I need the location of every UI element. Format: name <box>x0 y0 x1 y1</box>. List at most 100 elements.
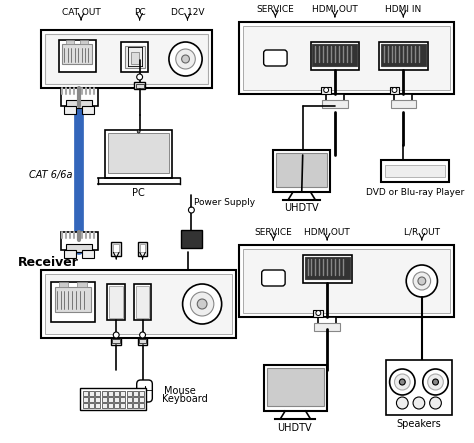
Circle shape <box>418 368 426 376</box>
Bar <box>394 94 412 106</box>
Bar <box>120 397 126 401</box>
Bar <box>83 403 88 408</box>
Bar <box>64 106 76 114</box>
Bar <box>239 245 454 317</box>
Circle shape <box>169 42 202 76</box>
Bar <box>95 397 100 401</box>
Bar <box>134 82 146 89</box>
Bar <box>127 391 132 396</box>
FancyBboxPatch shape <box>137 380 152 402</box>
Circle shape <box>182 55 190 63</box>
Text: Speakers: Speakers <box>397 419 441 429</box>
Bar <box>127 403 132 408</box>
Text: UHDTV: UHDTV <box>278 423 312 433</box>
Bar <box>63 44 92 64</box>
Bar <box>113 244 119 252</box>
Bar <box>80 388 146 410</box>
Bar <box>83 391 88 396</box>
Bar <box>109 286 123 318</box>
Bar <box>314 323 340 331</box>
Bar <box>321 87 331 94</box>
Bar <box>313 310 323 317</box>
Bar <box>326 94 344 106</box>
Circle shape <box>433 379 438 385</box>
Bar <box>114 397 119 401</box>
Bar <box>55 287 91 312</box>
Circle shape <box>324 88 328 93</box>
Circle shape <box>392 88 397 93</box>
Bar <box>390 87 400 94</box>
Bar <box>137 338 147 345</box>
Bar <box>312 44 357 66</box>
Text: SERVICE: SERVICE <box>256 4 294 13</box>
Bar <box>133 403 138 408</box>
Text: DC 12V: DC 12V <box>171 8 204 16</box>
Bar <box>108 403 113 408</box>
Bar <box>64 250 76 258</box>
Bar <box>305 257 350 279</box>
Bar <box>139 403 144 408</box>
Bar <box>61 88 98 106</box>
Bar <box>131 52 139 64</box>
Bar <box>385 165 445 177</box>
Circle shape <box>413 397 425 409</box>
Bar <box>134 284 151 320</box>
Bar <box>89 391 94 396</box>
Bar <box>381 160 449 182</box>
Bar <box>379 42 428 70</box>
Circle shape <box>176 49 195 69</box>
Bar <box>121 42 148 72</box>
Circle shape <box>316 311 321 315</box>
Bar <box>61 232 98 250</box>
Bar <box>243 249 450 313</box>
Text: DVD or Blu-ray Player: DVD or Blu-ray Player <box>366 187 464 197</box>
Bar <box>243 26 450 90</box>
Text: PC: PC <box>134 8 146 16</box>
Bar <box>133 397 138 401</box>
Bar <box>127 397 132 401</box>
Circle shape <box>137 74 143 80</box>
Text: CAT OUT: CAT OUT <box>62 8 100 16</box>
Circle shape <box>400 379 405 385</box>
Bar <box>133 391 138 396</box>
Bar <box>89 397 94 401</box>
Bar <box>59 40 96 72</box>
Bar <box>102 403 107 408</box>
Circle shape <box>137 130 140 133</box>
FancyBboxPatch shape <box>262 270 285 286</box>
Bar <box>41 30 212 88</box>
Bar <box>276 153 327 187</box>
Circle shape <box>197 299 207 309</box>
Text: Receiver: Receiver <box>18 256 79 269</box>
Bar <box>386 360 452 415</box>
Bar <box>102 391 107 396</box>
Bar <box>303 255 352 283</box>
Text: Power Supply: Power Supply <box>194 198 255 206</box>
Bar <box>112 339 120 343</box>
Bar <box>105 130 172 178</box>
Text: L/R OUT: L/R OUT <box>404 228 440 237</box>
Circle shape <box>394 374 410 390</box>
Bar <box>381 44 426 66</box>
Bar <box>77 282 87 287</box>
Circle shape <box>396 397 408 409</box>
Text: SERVICE: SERVICE <box>255 228 292 237</box>
Bar <box>391 100 416 108</box>
Bar <box>322 100 347 108</box>
Text: Mouse: Mouse <box>164 386 196 396</box>
Circle shape <box>406 265 438 297</box>
Circle shape <box>428 374 443 390</box>
Bar <box>264 365 327 411</box>
Text: Keyboard: Keyboard <box>162 394 208 404</box>
FancyBboxPatch shape <box>264 50 287 66</box>
Bar <box>139 391 144 396</box>
Bar <box>266 368 324 406</box>
Bar <box>181 230 202 248</box>
Text: PC: PC <box>132 188 145 198</box>
Bar <box>120 391 126 396</box>
Circle shape <box>182 284 222 324</box>
Bar <box>102 397 107 401</box>
Text: UHDTV: UHDTV <box>284 203 319 213</box>
Bar <box>319 317 336 329</box>
Circle shape <box>418 277 426 285</box>
